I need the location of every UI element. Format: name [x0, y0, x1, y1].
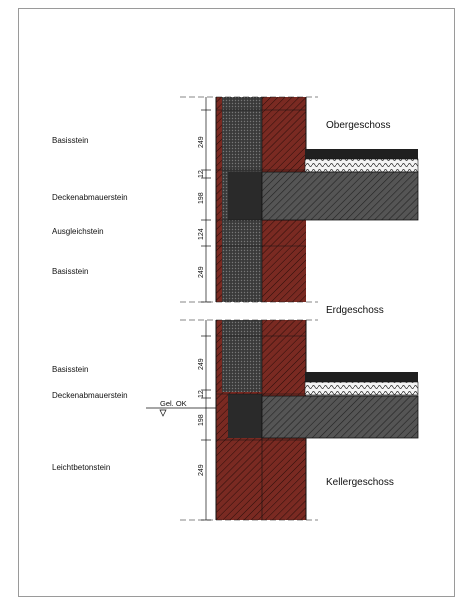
lower-block-core [222, 320, 262, 392]
upper-concrete-slab [261, 171, 419, 221]
label-leichtbetonstein: Leichtbetonstein [52, 463, 110, 472]
dim-upper-5: 249 [198, 266, 205, 278]
lower-lintel-block [228, 394, 262, 438]
label-basisstein-top: Basisstein [52, 136, 88, 145]
dim-upper-4: 124 [198, 228, 205, 240]
lower-insulation [304, 381, 419, 396]
lower-floor-slab [261, 372, 419, 439]
label-erdgeschoss: Erdgeschoss [326, 305, 384, 316]
dim-lower-3: 198 [198, 414, 205, 426]
label-deckenabmauerstein-low: Deckenabmauerstein [52, 391, 128, 400]
lower-concrete-slab [261, 395, 419, 439]
ground-level-marker: Gel. OK [146, 399, 216, 417]
dim-lower-1: 249 [198, 358, 205, 370]
upper-screed [305, 149, 418, 159]
dim-lower-2: 12 [198, 390, 205, 398]
label-deckenabmauerstein-top: Deckenabmauerstein [52, 193, 128, 202]
lower-screed [305, 372, 418, 382]
dim-lower-4: 249 [198, 464, 205, 476]
label-obergeschoss: Obergeschoss [326, 120, 390, 131]
dim-upper-1: 249 [198, 136, 205, 148]
label-kellergeschoss: Kellergeschoss [326, 477, 394, 488]
ground-level-label: Gel. OK [160, 399, 187, 408]
dimension-chain-upper: 249 12 198 124 249 [198, 97, 211, 303]
label-basisstein-mid: Basisstein [52, 267, 88, 276]
label-basisstein-low: Basisstein [52, 365, 88, 374]
dimension-chain-lower: 249 12 198 249 [198, 320, 211, 521]
label-ausgleichstein: Ausgleichstein [52, 227, 104, 236]
upper-lintel-block [228, 172, 262, 220]
dim-upper-3: 198 [198, 192, 205, 204]
upper-floor-slab [261, 149, 419, 221]
upper-wall [215, 97, 307, 302]
dim-upper-2: 12 [198, 170, 205, 178]
upper-insulation [304, 158, 419, 173]
